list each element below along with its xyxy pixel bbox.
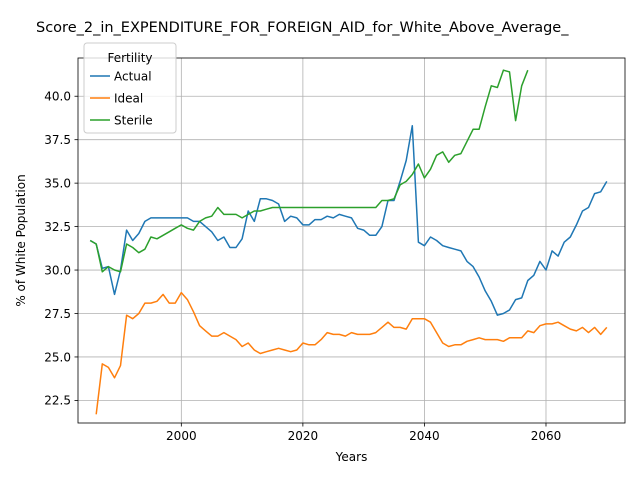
y-tick-label: 30.0	[44, 263, 71, 277]
series-lines	[89, 69, 608, 415]
legend: Fertility Actual Ideal Sterile	[83, 42, 177, 134]
legend-title: Fertility	[107, 51, 152, 65]
series-line-actual	[89, 125, 608, 316]
y-tick-label: 40.0	[44, 90, 71, 104]
y-axis-label: % of White Population	[14, 174, 28, 306]
x-axis-label: Years	[335, 450, 368, 464]
y-axis: 22.5 25.0 27.5 30.0 32.5 35.0 37.5 40.0	[44, 90, 78, 408]
series-line-sterile	[89, 69, 529, 273]
legend-label-ideal: Ideal	[114, 91, 143, 105]
x-tick-label: 2060	[531, 429, 562, 443]
x-axis: 2000 2020 2040 2060	[166, 423, 561, 443]
plot-frame	[77, 57, 626, 424]
y-tick-label: 22.5	[44, 394, 71, 408]
y-tick-label: 25.0	[44, 350, 71, 364]
y-tick-label: 27.5	[44, 307, 71, 321]
legend-label-actual: Actual	[114, 69, 152, 83]
chart-title: Score_2_in_EXPENDITURE_FOR_FOREIGN_AID_f…	[36, 20, 569, 36]
y-tick-label: 37.5	[44, 133, 71, 147]
series-line-ideal	[95, 291, 608, 415]
x-tick-label: 2000	[166, 429, 197, 443]
x-tick-label: 2040	[409, 429, 440, 443]
x-tick-label: 2020	[288, 429, 319, 443]
legend-label-sterile: Sterile	[114, 113, 153, 127]
y-tick-label: 35.0	[44, 176, 71, 190]
legend-box	[83, 42, 177, 134]
y-tick-label: 32.5	[44, 220, 71, 234]
